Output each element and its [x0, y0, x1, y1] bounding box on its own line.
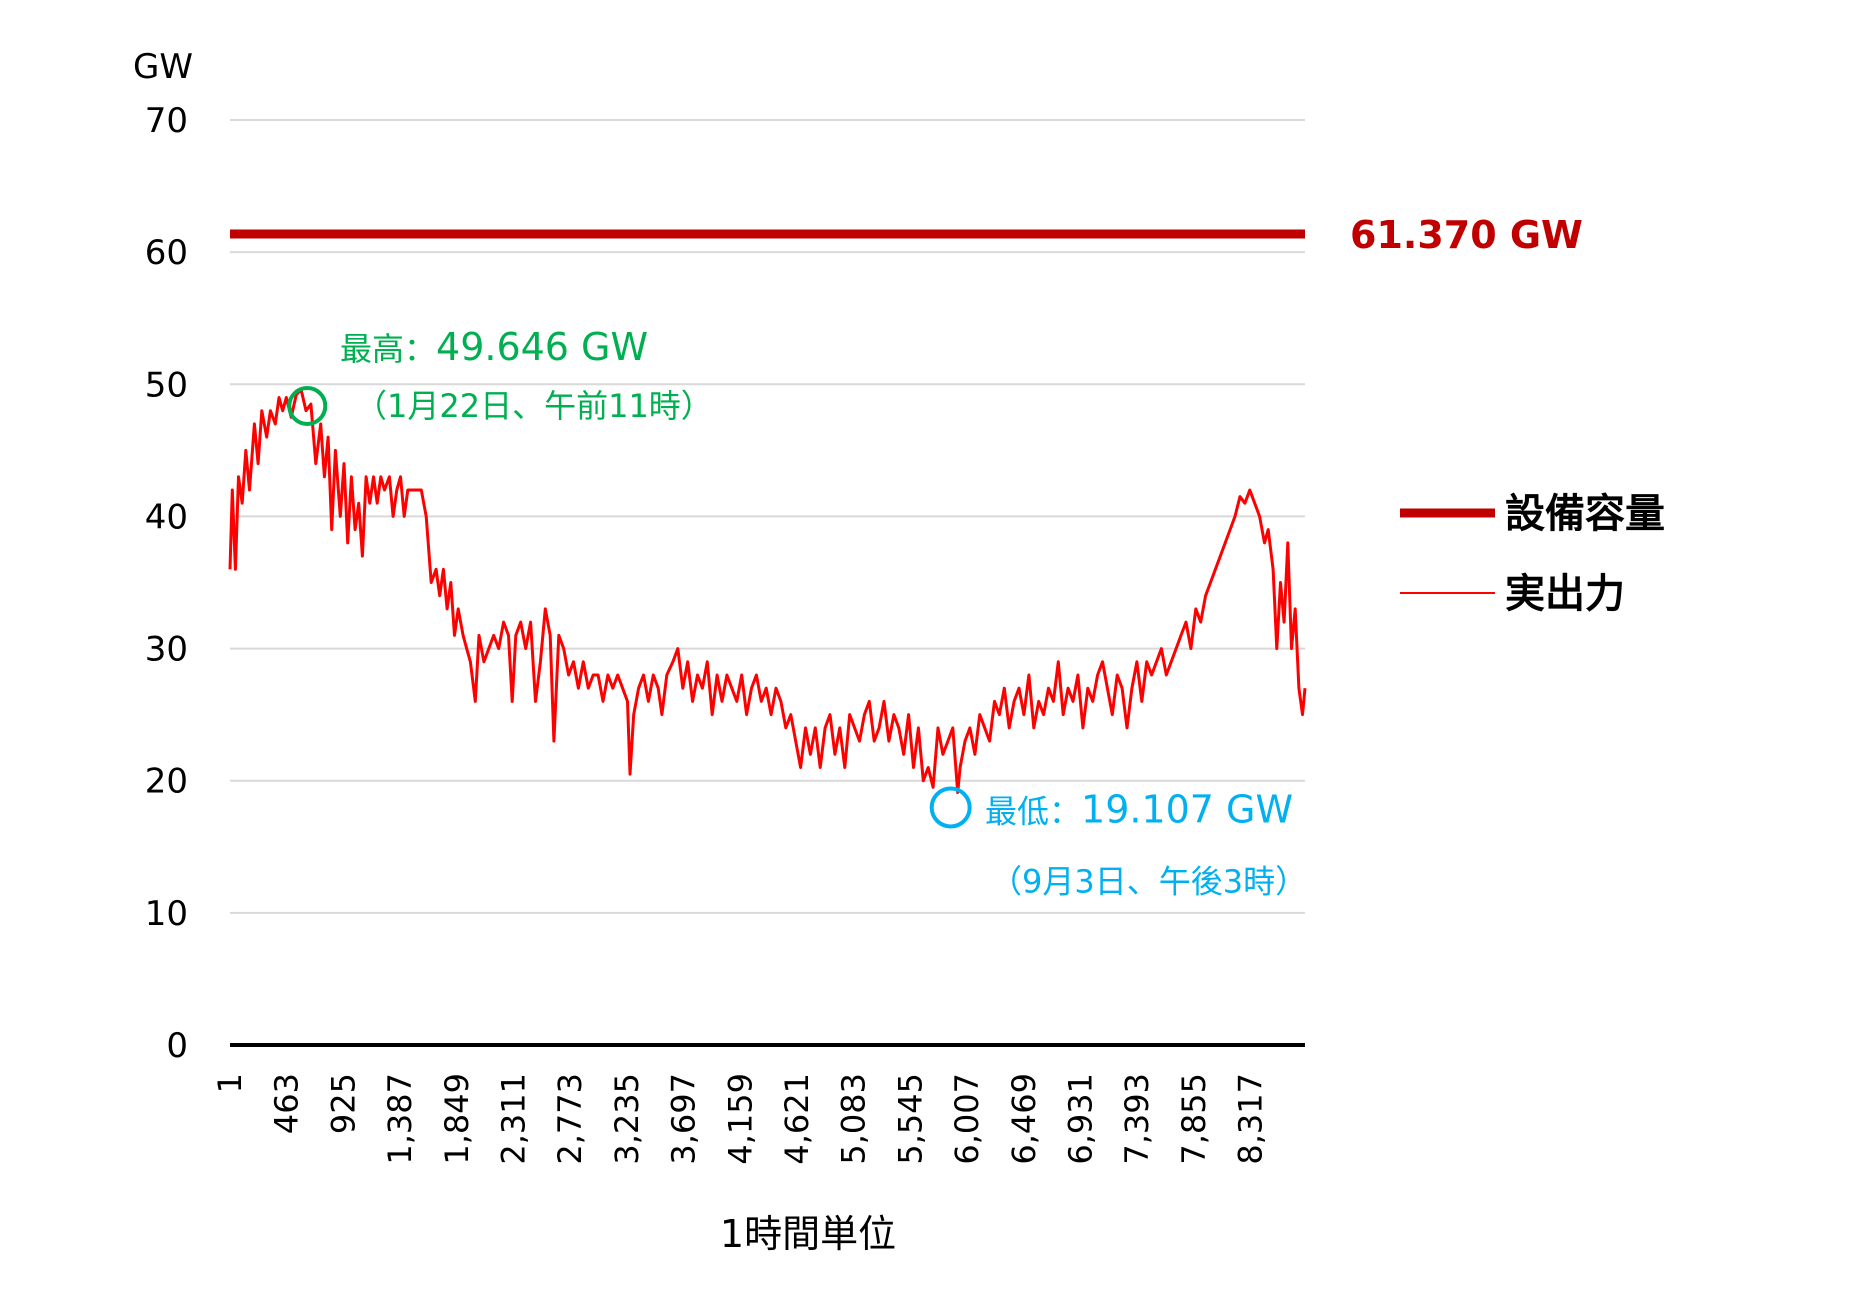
gridlines [230, 119, 1305, 914]
x-tick-label: 1 [211, 1073, 249, 1093]
x-tick-label: 7,855 [1175, 1073, 1213, 1165]
x-tick-label: 3,697 [665, 1073, 703, 1165]
legend: 設備容量 実出力 [1400, 491, 1665, 617]
x-tick-label: 2,773 [551, 1073, 589, 1165]
x-tick-label: 3,235 [608, 1073, 646, 1165]
min-annotation-value: 19.107 GW [1081, 788, 1293, 832]
capacity-value-label: 61.370 GW [1350, 213, 1583, 257]
y-tick-label: 30 [145, 630, 188, 670]
actual-output-series-line [228, 388, 1307, 794]
min-point-marker [929, 786, 972, 829]
x-tick-label: 5,083 [835, 1073, 873, 1165]
y-axis-ticks: 0 10 20 30 40 50 60 70 [145, 101, 188, 1066]
max-annotation-value: 49.646 GW [436, 325, 648, 369]
y-tick-label: 0 [166, 1026, 188, 1066]
x-tick-label: 1,387 [381, 1073, 419, 1165]
x-axis-label: 1時間単位 [720, 1212, 896, 1256]
x-tick-label: 463 [268, 1073, 306, 1134]
max-annotation-date: （1月22日、午前11時） [355, 387, 713, 425]
min-annotation: 最低：19.107 GW [985, 788, 1293, 832]
max-annotation-prefix: 最高： [340, 330, 436, 368]
x-tick-label: 4,159 [721, 1073, 759, 1165]
min-annotation-prefix: 最低： [985, 793, 1081, 831]
x-tick-label: 6,007 [948, 1073, 986, 1165]
x-tick-label: 4,621 [778, 1073, 816, 1165]
y-tick-label: 70 [145, 101, 188, 141]
x-tick-label: 1,849 [438, 1073, 476, 1165]
y-tick-label: 20 [145, 762, 188, 802]
x-tick-label: 5,545 [891, 1073, 929, 1165]
x-tick-label: 2,311 [495, 1073, 533, 1165]
x-tick-label: 6,469 [1005, 1073, 1043, 1165]
x-tick-label: 925 [324, 1073, 362, 1134]
x-tick-label: 6,931 [1062, 1073, 1100, 1165]
legend-capacity-label: 設備容量 [1505, 491, 1665, 537]
y-axis-unit: GW [133, 47, 193, 87]
y-tick-label: 60 [145, 233, 188, 273]
y-tick-label: 40 [145, 497, 188, 537]
legend-actual-label: 実出力 [1505, 571, 1625, 617]
max-point-marker [287, 385, 328, 426]
x-tick-label: 7,393 [1118, 1073, 1156, 1165]
x-tick-label: 8,317 [1232, 1073, 1270, 1165]
x-axis-ticks: 1 463 925 1,387 1,849 2,311 2,773 3,235 3,697 4,1… [211, 1073, 1270, 1165]
y-tick-label: 50 [145, 365, 188, 405]
max-annotation: 最高：49.646 GW [340, 325, 648, 369]
min-annotation-date: （9月3日、午後3時） [990, 863, 1307, 901]
y-tick-label: 10 [145, 894, 188, 934]
